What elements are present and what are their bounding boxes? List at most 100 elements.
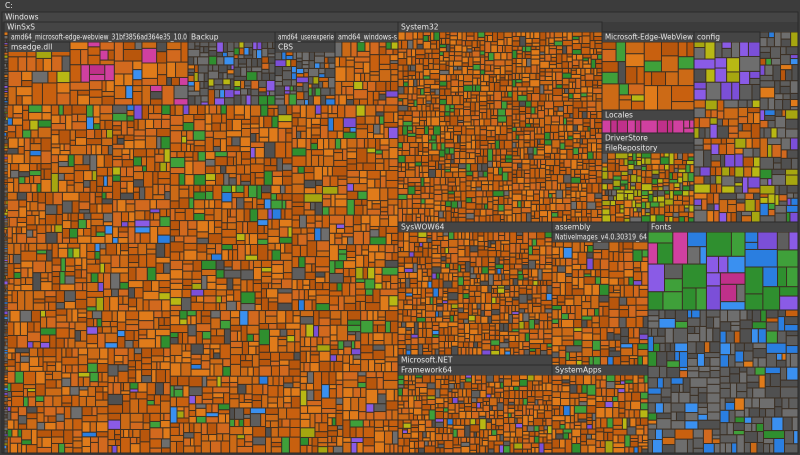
file-tile [374,283,383,290]
file-tile [183,438,191,446]
file-tile [436,303,444,307]
file-tile [398,344,406,349]
file-tile [428,53,432,59]
file-tile [269,336,278,353]
file-tile [373,403,387,412]
file-tile [503,270,510,275]
file-tile [182,357,191,363]
file-tile [112,175,121,182]
file-tile [743,148,753,158]
file-tile [259,127,269,138]
file-tile [572,285,579,289]
file-tile [566,45,573,54]
file-tile [70,145,87,155]
file-tile [648,190,653,195]
file-tile [586,258,594,270]
file-tile [705,127,710,139]
file-tile [556,111,564,116]
file-tile [142,105,149,120]
file-tile [265,414,279,421]
file-tile [636,297,648,305]
file-tile [267,42,273,49]
file-tile [669,172,673,180]
file-tile [637,343,648,350]
file-tile [458,86,464,92]
file-tile [409,147,415,156]
file-tile [300,427,315,438]
file-tile [518,139,524,148]
file-tile [624,193,628,198]
file-tile [629,358,635,365]
file-tile [593,48,597,55]
file-tile [349,282,356,296]
file-tile [385,244,394,253]
file-tile [271,185,281,194]
file-tile [146,329,156,339]
file-tile [658,318,676,329]
file-tile [558,309,562,319]
file-tile [41,179,52,193]
file-tile [738,107,748,117]
file-tile [463,319,469,324]
file-tile [252,444,266,453]
file-tile [421,104,426,111]
file-tile [563,113,570,118]
file-tile [351,437,364,443]
file-tile [158,325,171,330]
file-tile [201,360,210,370]
file-tile [700,246,707,264]
file-tile [773,157,782,163]
file-tile [551,217,563,222]
file-tile [201,95,209,102]
file-tile [322,166,328,176]
file-tile [644,71,652,86]
file-tile [431,248,438,254]
file-tile [550,197,553,204]
file-tile [419,111,423,118]
file-tile [318,325,331,337]
file-tile [528,260,536,269]
file-tile [539,118,545,128]
file-tile [790,54,798,59]
file-tile [267,48,275,54]
file-tile [422,348,429,352]
file-tile [305,263,312,273]
file-tile [78,354,88,365]
file-tile [134,330,139,341]
file-tile [580,131,586,136]
file-tile [271,427,279,438]
file-tile [102,80,106,92]
file-tile [402,214,406,222]
file-tile [398,327,406,335]
file-tile [531,59,540,65]
file-tile [742,177,748,194]
file-tile [306,351,311,363]
file-tile [380,295,389,311]
file-tile [424,87,431,93]
file-tile [484,60,494,65]
file-tile [637,207,642,212]
file-tile [468,347,473,355]
file-tile [665,170,670,179]
file-tile [592,327,601,334]
file-tile [785,69,792,81]
file-tile [377,389,387,394]
file-tile [66,309,72,322]
file-tile [530,140,535,148]
file-tile [72,200,79,214]
file-tile [349,268,356,277]
file-tile [552,309,559,319]
file-tile [572,39,580,44]
file-tile [112,130,122,136]
file-tile [26,413,37,419]
file-tile [197,105,206,115]
file-tile [316,240,330,251]
file-tile [405,162,409,170]
file-tile [419,72,424,80]
file-tile [506,151,513,155]
file-tile [190,144,195,152]
file-tile [224,328,231,344]
file-tile [552,319,559,324]
file-tile [573,319,582,328]
file-tile [436,273,440,279]
